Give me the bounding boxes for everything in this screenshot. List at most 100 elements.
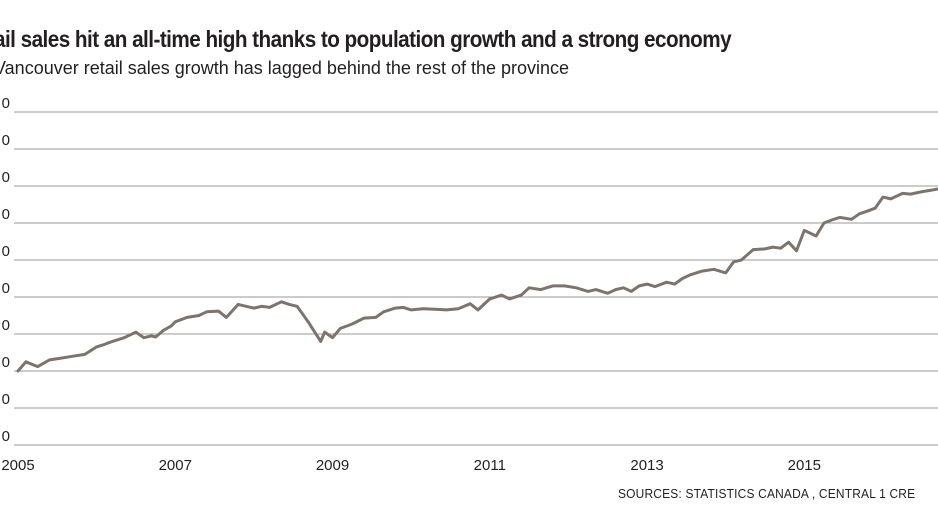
data-point [882,196,884,198]
data-point [540,288,542,291]
data-point [850,218,853,221]
data-point [752,248,754,251]
data-point [123,336,125,339]
data-point [803,229,806,232]
x-tick-label-2007: 2007 [159,457,192,474]
data-point [217,310,220,312]
data-point [823,222,825,224]
y-tick-label: 0 [2,280,10,297]
data-point [858,213,861,215]
y-tick-label: 0 [2,243,10,260]
data-point [186,316,188,319]
y-tick-label: 0 [2,391,10,408]
data-point [375,316,377,319]
data-point [150,335,153,337]
data-point [402,306,405,309]
data-point [135,331,137,333]
data-point [606,292,609,295]
data-point [838,216,841,219]
chart-subtitle: Vancouver retail sales growth has lagged… [0,58,570,78]
data-point [528,287,530,289]
data-point [48,359,51,361]
data-point [445,309,448,311]
data-point [319,340,322,343]
data-point [351,323,354,325]
data-point [170,325,173,327]
data-point [866,210,868,212]
data-point [280,301,283,303]
data-point [563,285,566,287]
data-point [909,193,912,195]
data-point [469,302,471,305]
data-point [288,303,291,306]
data-point [489,298,491,300]
data-point [654,285,656,288]
data-point [17,370,19,372]
data-point [339,327,342,330]
data-point [143,336,145,339]
data-point [422,308,424,310]
data-point [245,305,247,308]
data-point [225,316,228,319]
data-point [410,309,413,311]
data-point [929,189,931,192]
data-point [795,250,798,252]
data-point [701,270,703,272]
data-point [713,268,715,271]
data-point [764,248,766,250]
data-point [111,340,114,343]
data-point [575,287,578,289]
y-tick-label: 0 [2,169,10,186]
data-point [779,247,782,249]
gridlines [14,111,938,446]
data-point [296,305,298,308]
data-point [477,309,479,311]
series-line-0 [16,187,938,373]
data-point [732,261,735,263]
data-point [614,288,617,291]
x-tick-label-2015: 2015 [788,457,821,474]
data-point [308,322,310,324]
data-point [205,311,208,313]
data-point [874,207,876,209]
data-point [901,192,904,195]
data-point [831,219,833,221]
data-point [520,294,522,296]
x-tick-label-2009: 2009 [316,457,349,474]
data-point [198,314,200,317]
data-point [921,190,924,193]
chart-title: ail sales hit an all-time high thanks to… [0,26,732,52]
data-point [261,305,263,308]
data-point [394,307,397,309]
data-point [434,308,436,311]
y-tick-label: 0 [2,206,10,223]
y-axis-tick-labels: 0 0 0 0 0 0 0 0 0 0 [2,95,10,445]
y-tick-label: 0 [2,354,10,371]
data-point [84,353,86,356]
data-point [331,336,334,339]
x-axis-tick-labels: 2005 2007 2009 2011 2013 2015 [1,457,821,474]
data-point [772,246,774,248]
y-tick-label: 0 [2,317,10,334]
y-tick-label: 0 [2,132,10,149]
data-point [457,308,460,310]
data-point [25,361,27,363]
data-point [174,321,177,323]
data-point [103,343,106,346]
data-point [60,357,62,359]
data-point [689,274,692,276]
data-point [382,311,385,313]
data-point [587,290,589,293]
data-point [890,198,892,200]
data-point [622,287,625,289]
y-tick-label: 0 [2,428,10,445]
data-point [154,336,157,338]
data-point [551,285,554,287]
data-point [646,283,648,285]
source-note: SOURCES: STATISTICS CANADA , CENTRAL 1 C… [618,486,916,501]
data-point [787,241,790,243]
data-point [72,355,74,358]
data-point [237,303,239,306]
data-point [665,281,668,284]
